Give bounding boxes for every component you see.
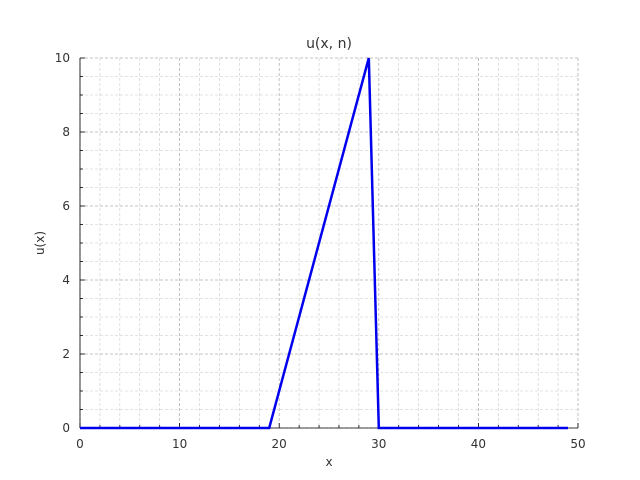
x-tick-label: 20 (272, 437, 287, 451)
series-line (80, 57, 568, 430)
x-tick-label: 40 (471, 437, 486, 451)
x-axis-label: x (325, 455, 332, 469)
y-axis-label: u(x) (33, 231, 47, 255)
y-tick-label: 4 (62, 273, 70, 287)
minor-grid (80, 58, 578, 428)
y-tick-label: 0 (62, 421, 70, 435)
x-tick-label: 50 (570, 437, 585, 451)
major-grid (79, 57, 579, 429)
y-tick-labels: 0 2 4 6 8 10 (55, 51, 70, 435)
x-tick-label: 10 (172, 437, 187, 451)
x-tick-label: 0 (76, 437, 84, 451)
series-layer (80, 57, 568, 430)
y-tick-label: 8 (62, 125, 70, 139)
chart-title: u(x, n) (306, 36, 352, 52)
y-tick-label: 10 (55, 51, 70, 65)
x-tick-label: 30 (371, 437, 386, 451)
x-tick-labels: 0 10 20 30 40 50 (76, 437, 585, 451)
axes (79, 57, 579, 429)
y-tick-label: 6 (62, 199, 70, 213)
y-tick-label: 2 (62, 347, 70, 361)
